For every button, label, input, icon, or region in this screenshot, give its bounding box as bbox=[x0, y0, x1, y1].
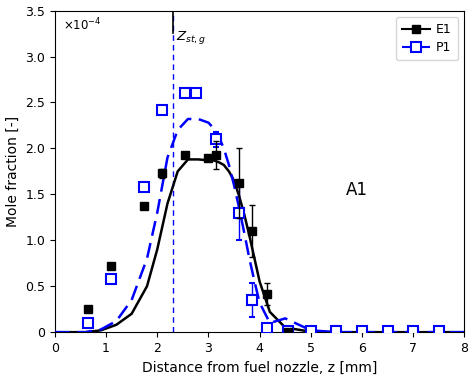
Text: $\times 10^{-4}$: $\times 10^{-4}$ bbox=[63, 17, 101, 33]
Legend: E1, P1: E1, P1 bbox=[396, 17, 458, 60]
Text: A1: A1 bbox=[346, 181, 368, 199]
Y-axis label: Mole fraction [-]: Mole fraction [-] bbox=[6, 116, 19, 227]
X-axis label: Distance from fuel nozzle, z [mm]: Distance from fuel nozzle, z [mm] bbox=[142, 361, 377, 374]
Text: $Z_{st,g}$: $Z_{st,g}$ bbox=[176, 29, 206, 46]
